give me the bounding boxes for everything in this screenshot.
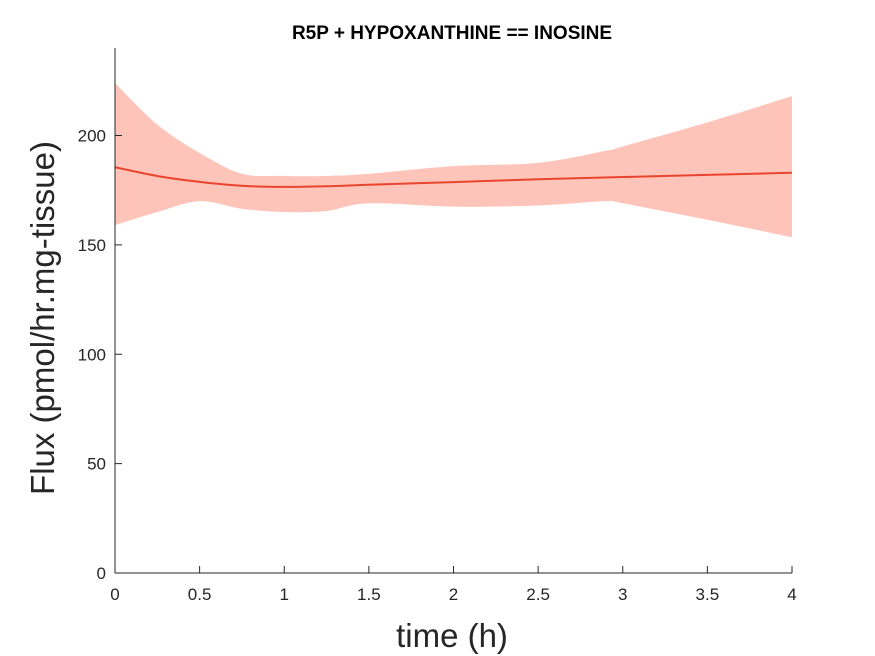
y-tick-label: 100 (78, 345, 106, 364)
y-axis-label: Flux (pmol/hr.mg-tissue) (24, 141, 61, 495)
x-tick-label: 2 (449, 585, 458, 604)
y-tick-label: 150 (78, 236, 106, 255)
y-tick-label: 200 (78, 127, 106, 146)
x-tick-label: 1 (280, 585, 289, 604)
x-tick-label: 3.5 (696, 585, 720, 604)
x-tick-label: 1.5 (357, 585, 381, 604)
x-tick-label: 0 (110, 585, 119, 604)
y-tick-label: 0 (97, 564, 106, 583)
chart-title: R5P + HYPOXANTHINE == INOSINE (292, 23, 612, 44)
x-tick-label: 0.5 (188, 585, 212, 604)
axes (114, 48, 792, 574)
x-tick-label: 4 (787, 585, 796, 604)
x-tick-label: 3 (618, 585, 627, 604)
x-tick-label: 2.5 (526, 585, 550, 604)
x-axis-ticks: 0 0.5 1 1.5 2 2.5 3 3.5 4 (110, 566, 797, 604)
x-axis-label: time (h) (396, 617, 508, 654)
series-line (114, 166, 793, 188)
confidence-band (115, 83, 792, 238)
y-tick-label: 50 (87, 455, 106, 474)
y-axis-ticks: 0 50 100 150 200 (78, 127, 122, 583)
